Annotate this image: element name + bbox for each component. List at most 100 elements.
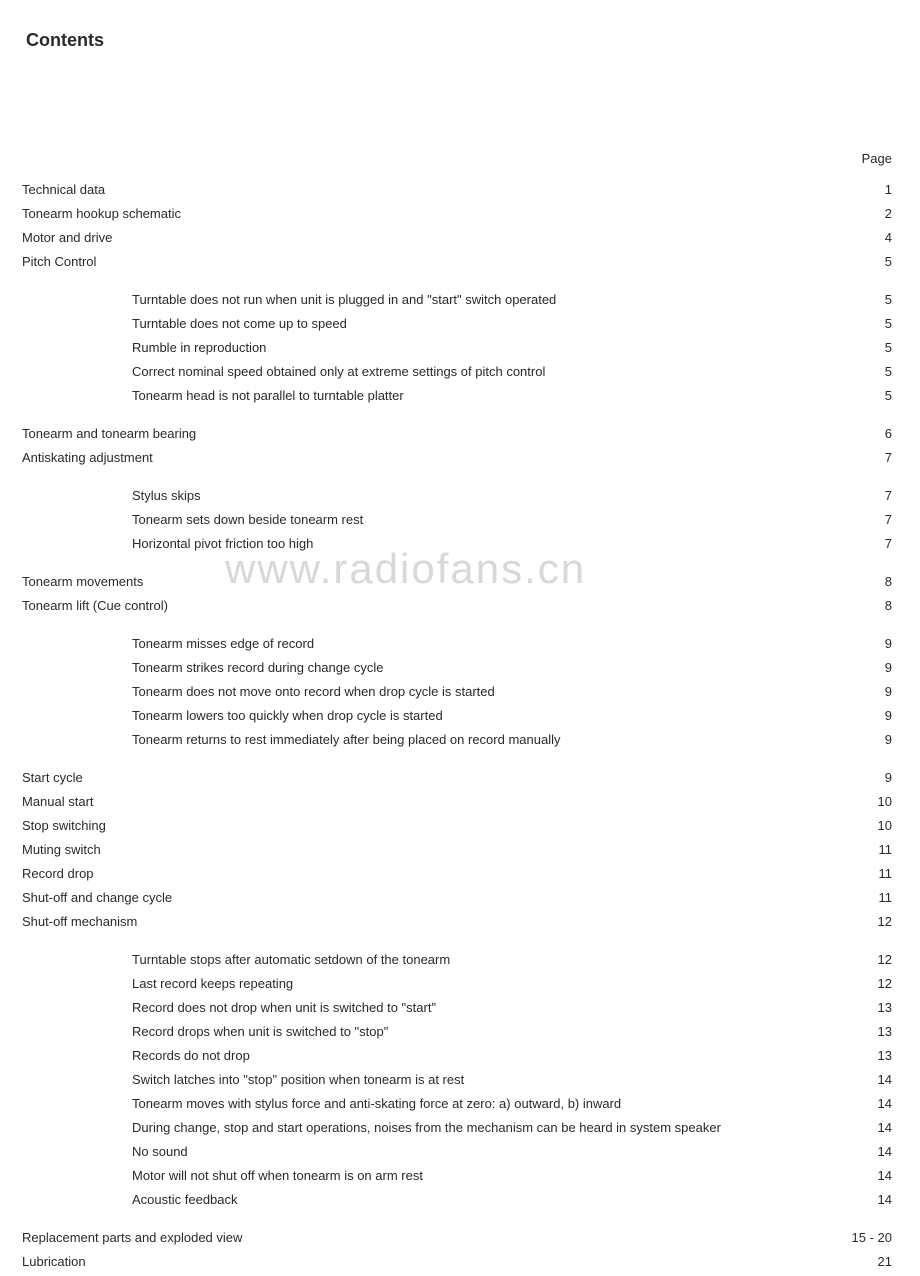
toc-entry-page: 15 - 20 [832, 1230, 892, 1245]
toc-entry: Motor will not shut off when tonearm is … [20, 1166, 900, 1190]
toc-entry-page: 9 [832, 636, 892, 651]
toc-entry-label: Tonearm head is not parallel to turntabl… [132, 388, 832, 403]
section-gap [20, 410, 900, 424]
toc-entry: Tonearm lift (Cue control)8 [20, 596, 900, 620]
toc-entry-label: Correct nominal speed obtained only at e… [132, 364, 832, 379]
toc-entry-page: 5 [832, 340, 892, 355]
toc-entry: Rumble in reproduction5 [20, 338, 900, 362]
toc-entry: Tonearm sets down beside tonearm rest7 [20, 510, 900, 534]
toc-entry-label: No sound [132, 1144, 832, 1159]
toc-entry-label: Tonearm and tonearm bearing [22, 426, 832, 441]
toc-entry-label: Turntable stops after automatic setdown … [132, 952, 832, 967]
toc-entry: Tonearm lowers too quickly when drop cyc… [20, 706, 900, 730]
toc-entry-label: Tonearm returns to rest immediately afte… [132, 732, 832, 747]
toc-entry-page: 2 [832, 206, 892, 221]
toc-entry: Muting switch11 [20, 840, 900, 864]
toc-entry-page: 5 [832, 292, 892, 307]
toc-entry-label: Tonearm lowers too quickly when drop cyc… [132, 708, 832, 723]
toc-entry-label: Manual start [22, 794, 832, 809]
toc-entry-label: Record drop [22, 866, 832, 881]
toc-entry-page: 14 [832, 1144, 892, 1159]
section-gap [20, 936, 900, 950]
contents-title: Contents [26, 30, 900, 51]
toc-entry-page: 7 [832, 450, 892, 465]
toc-entry-page: 13 [832, 1048, 892, 1063]
toc-entry: Record drops when unit is switched to "s… [20, 1022, 900, 1046]
table-of-contents: Technical data1Tonearm hookup schematic2… [20, 180, 900, 1276]
toc-entry-label: Muting switch [22, 842, 832, 857]
toc-entry-label: Tonearm hookup schematic [22, 206, 832, 221]
toc-entry-label: Lubrication [22, 1254, 832, 1269]
toc-entry: During change, stop and start operations… [20, 1118, 900, 1142]
toc-entry: Manual start10 [20, 792, 900, 816]
toc-entry-label: Shut-off and change cycle [22, 890, 832, 905]
toc-entry: Shut-off and change cycle11 [20, 888, 900, 912]
toc-entry-page: 10 [832, 818, 892, 833]
toc-entry-label: Tonearm misses edge of record [132, 636, 832, 651]
toc-entry-page: 7 [832, 488, 892, 503]
toc-entry-label: Tonearm lift (Cue control) [22, 598, 832, 613]
toc-entry: Tonearm misses edge of record9 [20, 634, 900, 658]
toc-entry: Antiskating adjustment7 [20, 448, 900, 472]
toc-entry-label: Turntable does not come up to speed [132, 316, 832, 331]
toc-entry-label: Last record keeps repeating [132, 976, 832, 991]
toc-entry-page: 7 [832, 536, 892, 551]
toc-entry-page: 14 [832, 1096, 892, 1111]
toc-entry-page: 9 [832, 708, 892, 723]
toc-entry: Record drop11 [20, 864, 900, 888]
toc-entry: Motor and drive4 [20, 228, 900, 252]
toc-entry-page: 12 [832, 914, 892, 929]
toc-entry-label: Shut-off mechanism [22, 914, 832, 929]
toc-entry-page: 7 [832, 512, 892, 527]
toc-entry-page: 14 [832, 1168, 892, 1183]
section-gap [20, 276, 900, 290]
toc-entry-page: 9 [832, 732, 892, 747]
toc-entry: Tonearm moves with stylus force and anti… [20, 1094, 900, 1118]
toc-entry-page: 5 [832, 316, 892, 331]
toc-entry-page: 8 [832, 598, 892, 613]
toc-entry: Tonearm does not move onto record when d… [20, 682, 900, 706]
toc-entry-label: Tonearm sets down beside tonearm rest [132, 512, 832, 527]
toc-entry-label: Tonearm strikes record during change cyc… [132, 660, 832, 675]
toc-entry-page: 5 [832, 364, 892, 379]
toc-entry-label: Technical data [22, 182, 832, 197]
page-column-header: Page [20, 151, 900, 166]
toc-entry: Horizontal pivot friction too high7 [20, 534, 900, 558]
toc-entry: Acoustic feedback14 [20, 1190, 900, 1214]
section-gap [20, 1214, 900, 1228]
toc-entry: Turntable does not come up to speed5 [20, 314, 900, 338]
toc-entry: Turntable stops after automatic setdown … [20, 950, 900, 974]
toc-entry-label: Antiskating adjustment [22, 450, 832, 465]
toc-entry-label: Tonearm movements [22, 574, 832, 589]
toc-entry: Stop switching10 [20, 816, 900, 840]
document-content: Contents Page Technical data1Tonearm hoo… [20, 30, 900, 1276]
toc-entry: Stylus skips7 [20, 486, 900, 510]
toc-entry-label: Record does not drop when unit is switch… [132, 1000, 832, 1015]
toc-entry-label: Motor and drive [22, 230, 832, 245]
toc-entry-label: Turntable does not run when unit is plug… [132, 292, 832, 307]
toc-entry-label: During change, stop and start operations… [132, 1120, 832, 1135]
toc-entry: Last record keeps repeating12 [20, 974, 900, 998]
section-gap [20, 472, 900, 486]
toc-entry-page: 21 [832, 1254, 892, 1269]
toc-entry-page: 6 [832, 426, 892, 441]
toc-entry: Replacement parts and exploded view15 - … [20, 1228, 900, 1252]
toc-entry: No sound14 [20, 1142, 900, 1166]
toc-entry-page: 14 [832, 1192, 892, 1207]
toc-entry: Tonearm movements8 [20, 572, 900, 596]
toc-entry-page: 1 [832, 182, 892, 197]
toc-entry-label: Switch latches into "stop" position when… [132, 1072, 832, 1087]
toc-entry-page: 9 [832, 770, 892, 785]
toc-entry-page: 9 [832, 660, 892, 675]
toc-entry-label: Horizontal pivot friction too high [132, 536, 832, 551]
toc-entry: Record does not drop when unit is switch… [20, 998, 900, 1022]
toc-entry: Switch latches into "stop" position when… [20, 1070, 900, 1094]
toc-entry-label: Acoustic feedback [132, 1192, 832, 1207]
toc-entry-page: 12 [832, 976, 892, 991]
toc-entry-page: 9 [832, 684, 892, 699]
section-gap [20, 558, 900, 572]
toc-entry-label: Tonearm moves with stylus force and anti… [132, 1096, 832, 1111]
toc-entry: Pitch Control5 [20, 252, 900, 276]
toc-entry-page: 5 [832, 388, 892, 403]
section-gap [20, 620, 900, 634]
